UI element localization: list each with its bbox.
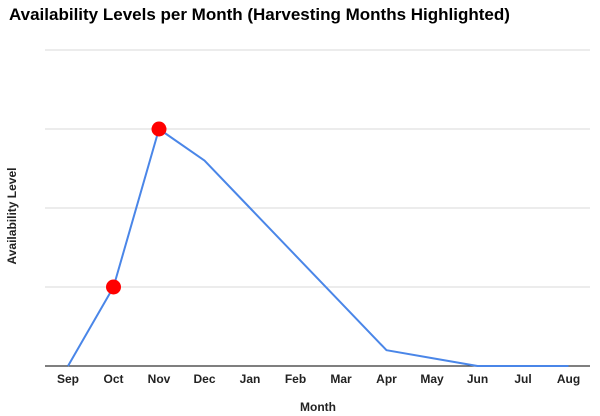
x-tick-label: Jun	[467, 372, 488, 386]
highlight-markers	[106, 121, 167, 295]
x-tick-label: Aug	[557, 372, 580, 386]
x-tick-label: Apr	[376, 372, 397, 386]
highlight-point-oct	[106, 279, 121, 295]
x-tick-label: Jan	[240, 372, 261, 386]
highlight-point-nov	[151, 121, 167, 137]
chart-title: Availability Levels per Month (Harvestin…	[9, 5, 510, 24]
x-tick-label: Dec	[193, 372, 215, 386]
x-tick-label: Mar	[330, 372, 352, 386]
series-line	[67, 128, 569, 367]
y-axis-title: Availability Level	[5, 168, 19, 265]
series-line-layer	[67, 128, 569, 367]
gridlines	[45, 49, 590, 288]
x-tick-label: Oct	[103, 372, 123, 386]
x-tick-label: Feb	[285, 372, 306, 386]
x-tick-label: Jul	[514, 372, 531, 386]
x-tick-label: May	[420, 372, 444, 386]
x-axis-title: Month	[300, 400, 336, 414]
x-tick-label: Sep	[57, 372, 79, 386]
x-tick-labels: Sep Oct Nov Dec Jan Feb Mar Apr May Jun Jul Aug	[57, 372, 580, 386]
x-tick-label: Nov	[148, 372, 171, 386]
